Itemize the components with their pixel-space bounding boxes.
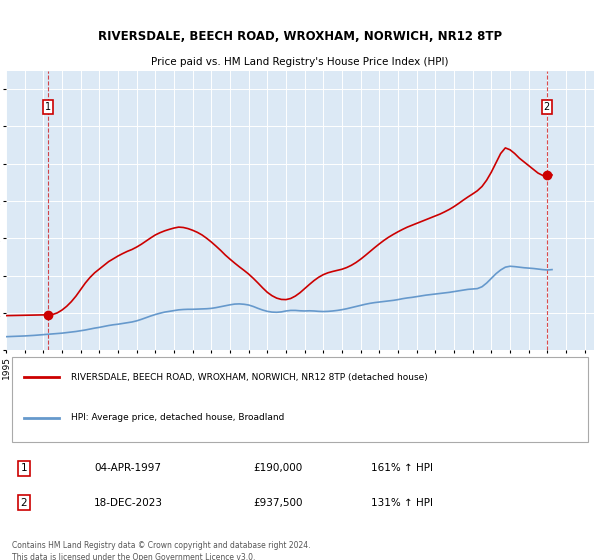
- Text: 1: 1: [46, 102, 52, 112]
- Text: 04-APR-1997: 04-APR-1997: [94, 463, 161, 473]
- FancyBboxPatch shape: [12, 357, 588, 442]
- Text: £190,000: £190,000: [253, 463, 302, 473]
- Text: 161% ↑ HPI: 161% ↑ HPI: [371, 463, 433, 473]
- Text: 1: 1: [20, 463, 27, 473]
- Text: RIVERSDALE, BEECH ROAD, WROXHAM, NORWICH, NR12 8TP (detached house): RIVERSDALE, BEECH ROAD, WROXHAM, NORWICH…: [71, 373, 427, 382]
- Text: 131% ↑ HPI: 131% ↑ HPI: [371, 498, 433, 508]
- Text: Price paid vs. HM Land Registry's House Price Index (HPI): Price paid vs. HM Land Registry's House …: [151, 57, 449, 67]
- Text: 2: 2: [544, 102, 550, 112]
- Text: RIVERSDALE, BEECH ROAD, WROXHAM, NORWICH, NR12 8TP: RIVERSDALE, BEECH ROAD, WROXHAM, NORWICH…: [98, 30, 502, 43]
- Text: Contains HM Land Registry data © Crown copyright and database right 2024.
This d: Contains HM Land Registry data © Crown c…: [12, 542, 310, 560]
- Text: HPI: Average price, detached house, Broadland: HPI: Average price, detached house, Broa…: [71, 413, 284, 422]
- Text: 2: 2: [20, 498, 27, 508]
- Text: £937,500: £937,500: [253, 498, 302, 508]
- Text: 18-DEC-2023: 18-DEC-2023: [94, 498, 163, 508]
